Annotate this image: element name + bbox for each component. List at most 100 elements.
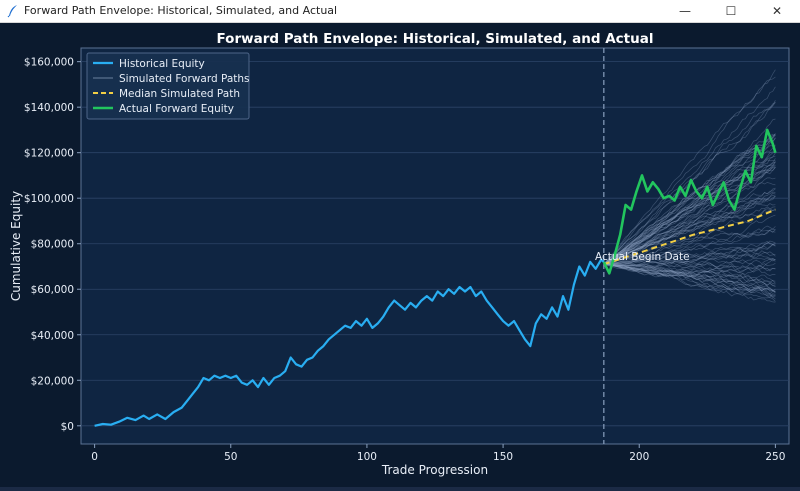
x-tick-label: 0 (91, 451, 98, 463)
chart-title: Forward Path Envelope: Historical, Simul… (217, 31, 654, 47)
simulated-path (603, 195, 776, 265)
window-title: Forward Path Envelope: Historical, Simul… (24, 4, 338, 17)
simulated-path (603, 263, 776, 292)
y-tick-label: $160,000 (24, 57, 74, 69)
simulated-path (603, 187, 776, 265)
title-bar: Forward Path Envelope: Historical, Simul… (0, 0, 800, 23)
simulated-path (603, 118, 776, 265)
simulated-path (603, 161, 776, 265)
x-tick-label: 200 (629, 451, 649, 463)
simulated-path (603, 263, 776, 287)
maximize-icon: ☐ (725, 4, 737, 18)
simulated-path (603, 262, 776, 272)
simulated-path (603, 258, 776, 266)
minimize-icon: — (679, 4, 691, 18)
simulated-path (603, 182, 776, 265)
simulated-path (603, 263, 776, 276)
simulated-path (603, 263, 776, 294)
y-tick-label: $80,000 (31, 239, 74, 251)
simulated-path (603, 145, 776, 265)
simulated-path (603, 263, 776, 294)
simulated-path (603, 214, 776, 265)
simulated-path (603, 263, 776, 284)
simulated-path (603, 195, 776, 265)
legend-box (86, 52, 250, 120)
y-tick-label: $40,000 (31, 330, 74, 342)
simulated-path (603, 263, 776, 282)
x-axis-ticks: 0 50 100 150 200 250 (91, 444, 785, 463)
simulated-path (603, 263, 776, 297)
simulated-path (603, 228, 776, 265)
simulated-path (603, 206, 776, 265)
y-axis-label: Cumulative Equity (9, 191, 23, 301)
simulated-path (603, 151, 776, 265)
y-axis-ticks: $0 $20,000 $40,000 $60,000 $80,000 $100,000 $1… (24, 57, 81, 433)
simulated-path (603, 151, 776, 265)
simulated-path (603, 228, 776, 265)
simulated-path (603, 166, 776, 265)
simulated-path (603, 191, 776, 265)
simulated-path (603, 263, 776, 287)
simulated-path (603, 203, 776, 265)
series-lines (94, 48, 777, 444)
legend-label-actual: Actual Forward Equity (119, 103, 234, 115)
simulated-path (603, 257, 776, 267)
simulated-path (603, 263, 776, 285)
y-tick-label: $120,000 (24, 148, 74, 160)
simulated-path (603, 166, 776, 265)
simulated-path (603, 86, 776, 265)
actual-forward-equity-line (602, 128, 777, 275)
simulated-path (603, 188, 776, 265)
simulated-path (603, 263, 776, 298)
x-axis-label: Trade Progression (381, 463, 488, 477)
simulated-path (603, 225, 776, 265)
simulated-path (603, 263, 776, 297)
minimize-button[interactable]: — (662, 0, 708, 22)
legend-label-simulated: Simulated Forward Paths (119, 73, 250, 85)
simulated-path (603, 209, 776, 265)
simulated-paths (603, 69, 776, 303)
simulated-path (603, 159, 776, 265)
simulated-path (603, 242, 776, 266)
simulated-path (603, 133, 776, 265)
maximize-button[interactable]: ☐ (708, 0, 754, 22)
x-tick-label: 100 (357, 451, 377, 463)
simulated-path (603, 243, 776, 265)
simulated-path (603, 240, 776, 265)
simulated-path (603, 155, 776, 265)
vline-label: Actual Begin Date (595, 251, 690, 263)
simulated-path (603, 252, 776, 265)
simulated-path (603, 133, 776, 265)
x-tick-label: 50 (224, 451, 237, 463)
simulated-path (603, 258, 776, 277)
simulated-path (603, 137, 776, 265)
simulated-path (603, 144, 776, 265)
simulated-path (603, 76, 776, 265)
simulated-path (603, 161, 776, 265)
simulated-path (603, 247, 776, 265)
y-tick-label: $140,000 (24, 102, 74, 114)
y-tick-label: $60,000 (31, 284, 74, 296)
close-icon: ✕ (771, 4, 783, 18)
simulated-path (603, 137, 776, 265)
simulated-path (603, 135, 776, 265)
legend: Historical Equity Simulated Forward Path… (86, 52, 250, 120)
simulated-path (603, 263, 776, 295)
x-tick-label: 150 (493, 451, 513, 463)
simulated-path (603, 167, 776, 265)
simulated-path (603, 263, 776, 302)
simulated-path (603, 251, 776, 266)
simulated-path (603, 135, 776, 265)
simulated-path (603, 244, 776, 265)
median-simulated-line (603, 208, 776, 266)
simulated-path (603, 263, 776, 299)
simulated-path (603, 192, 776, 265)
y-tick-label: $20,000 (31, 375, 74, 387)
simulated-path (603, 194, 776, 265)
close-button[interactable]: ✕ (754, 0, 800, 22)
simulated-path (603, 133, 776, 265)
feather-icon (7, 5, 17, 18)
historical-equity-line (94, 258, 605, 427)
simulated-path (603, 263, 776, 303)
